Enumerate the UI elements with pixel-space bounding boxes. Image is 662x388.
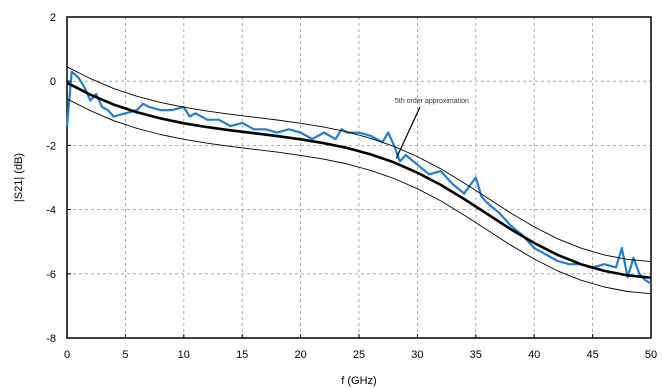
series-line-measured — [65, 70, 652, 285]
series-line-upper-bound — [66, 66, 652, 263]
x-tick-label: 45 — [586, 349, 598, 361]
y-tick-label: -6 — [46, 269, 56, 281]
y-tick-label: -8 — [46, 333, 56, 345]
tick-labels: 0 5 10 15 20 25 30 35 40 45 50 -8 -6 -4 -2 0 2 — [46, 12, 657, 361]
y-tick-label: -4 — [46, 205, 56, 217]
series-line-approximation — [66, 81, 652, 279]
annotation-layer: 5th order approximation — [395, 98, 469, 159]
series-line-lower-bound — [66, 98, 652, 295]
x-tick-label: 40 — [528, 349, 540, 361]
x-tick-label: 0 — [64, 349, 70, 361]
x-tick-label: 15 — [236, 349, 248, 361]
grid — [67, 17, 651, 338]
y-tick-label: 0 — [50, 76, 56, 88]
x-tick-label: 10 — [178, 349, 190, 361]
annotation-leader — [395, 106, 421, 159]
y-tick-label: 2 — [50, 12, 56, 24]
x-tick-label: 25 — [353, 349, 365, 361]
y-tick-label: -2 — [46, 140, 56, 152]
x-tick-label: 30 — [411, 349, 423, 361]
series-layer — [65, 66, 652, 295]
x-tick-label: 5 — [122, 349, 128, 361]
y-axis-label: |S21| (dB) — [13, 153, 25, 202]
x-axis-label: f (GHz) — [341, 375, 376, 387]
x-tick-label: 35 — [470, 349, 482, 361]
x-tick-label: 50 — [645, 349, 657, 361]
annotation-text: 5th order approximation — [395, 98, 469, 105]
x-tick-label: 20 — [294, 349, 306, 361]
